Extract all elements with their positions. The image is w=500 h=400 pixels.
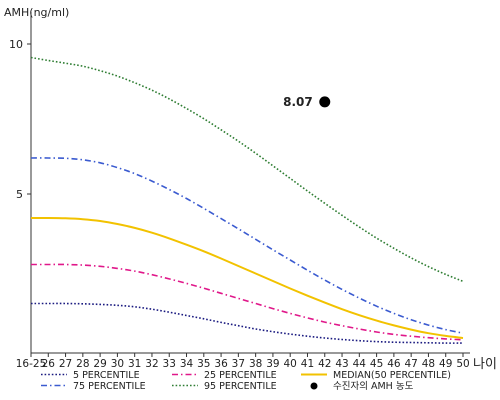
legend: 5 PERCENTILE 25 PERCENTILE MEDIAN(50 PERCE… bbox=[41, 370, 451, 392]
x-tick-label: 26 bbox=[42, 358, 56, 370]
x-axis-label: 나이 bbox=[473, 357, 497, 372]
y-tick-label: 5 bbox=[16, 188, 23, 201]
highlight-point bbox=[319, 96, 331, 108]
series-line-5-percentile bbox=[30, 302, 464, 344]
x-tick-label: 27 bbox=[59, 358, 72, 370]
x-tick-label: 49 bbox=[439, 358, 452, 370]
x-tick-label: 37 bbox=[232, 358, 245, 370]
x-tick-label: 28 bbox=[76, 358, 89, 370]
legend-label-5-percentile: 5 PERCENTILE bbox=[73, 370, 140, 381]
legend-label-95-percentile: 95 PERCENTILE bbox=[204, 381, 277, 392]
y-axis-label: AMH(ng/ml) bbox=[4, 6, 69, 19]
x-tick-label: 39 bbox=[266, 358, 279, 370]
x-tick-label: 31 bbox=[128, 358, 141, 370]
x-tick-label: 43 bbox=[335, 358, 348, 370]
axes bbox=[30, 12, 470, 354]
x-tick-label: 32 bbox=[145, 358, 158, 370]
x-tick-label: 48 bbox=[422, 358, 435, 370]
x-tick-label: 29 bbox=[93, 358, 106, 370]
series-lines bbox=[30, 56, 464, 344]
legend-label-median-50-percentile: MEDIAN(50 PERCENTILE) bbox=[333, 370, 451, 381]
legend-label-highlight-point: 수진자의 AMH 농도 bbox=[333, 381, 414, 392]
highlight-point-group: 8.07 bbox=[283, 95, 331, 109]
x-tick-label: 34 bbox=[180, 358, 194, 370]
x-tick-label: 45 bbox=[370, 358, 383, 370]
x-tick-label: 16-25 bbox=[16, 358, 47, 370]
series-line-95-percentile bbox=[30, 56, 464, 283]
legend-label-75-percentile: 75 PERCENTILE bbox=[73, 381, 146, 392]
x-tick-label: 44 bbox=[353, 358, 367, 370]
legend-label-25-percentile: 25 PERCENTILE bbox=[204, 370, 277, 381]
x-tick-label: 35 bbox=[197, 358, 210, 370]
y-tick-label: 10 bbox=[9, 38, 23, 51]
y-ticks: 5 10 bbox=[9, 38, 31, 201]
x-tick-label: 46 bbox=[387, 358, 401, 370]
x-tick-label: 42 bbox=[318, 358, 331, 370]
series-line-median-50-percentile bbox=[30, 216, 464, 339]
x-tick-label: 38 bbox=[249, 358, 262, 370]
highlight-point-label: 8.07 bbox=[283, 95, 313, 109]
x-tick-label: 33 bbox=[163, 358, 176, 370]
x-tick-label: 47 bbox=[404, 358, 417, 370]
x-tick-label: 41 bbox=[301, 358, 314, 370]
x-tick-label: 40 bbox=[284, 358, 297, 370]
series-line-75-percentile bbox=[30, 157, 464, 334]
x-tick-label: 30 bbox=[111, 358, 124, 370]
x-tick-label: 50 bbox=[456, 358, 469, 370]
series-line-25-percentile bbox=[31, 263, 464, 341]
legend-swatch-highlight-point bbox=[310, 382, 318, 390]
x-tick-label: 36 bbox=[214, 358, 228, 370]
